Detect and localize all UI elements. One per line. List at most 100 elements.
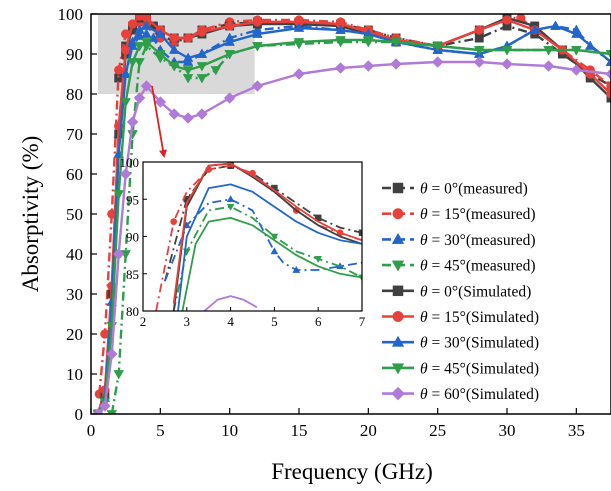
inset-series-group xyxy=(155,162,362,311)
legend-label-rest-7: = 45°(Simulated) xyxy=(428,360,539,377)
legend-marker-4 xyxy=(392,285,404,297)
series-point-6-13 xyxy=(252,28,263,38)
series-point-8-20 xyxy=(501,58,513,70)
inset-axis-ticks: 2 3 4 5 6 7 80 85 90 95 100 xyxy=(120,155,366,329)
legend-item-8: θ = 60°(Simulated) xyxy=(382,386,539,403)
legend-theta-0: θ xyxy=(420,181,428,198)
x-tick-label-0: 0 xyxy=(87,421,96,440)
series-point-6-24 xyxy=(605,56,611,66)
inset-point-0-9 xyxy=(358,229,362,237)
legend-theta-7: θ xyxy=(420,360,428,377)
legend-marker-3 xyxy=(391,260,405,272)
legend-marker-0 xyxy=(392,182,404,194)
series-point-8-16 xyxy=(362,60,375,72)
series-point-6-12 xyxy=(224,36,235,46)
inset-y-tick-label-1: 85 xyxy=(126,267,139,282)
series-point-8-5 xyxy=(126,116,139,128)
series-point-7-13 xyxy=(252,42,263,52)
inset-point-1-1 xyxy=(170,218,178,226)
series-point-8-8 xyxy=(154,96,167,108)
series-point-8-18 xyxy=(431,56,444,68)
series-point-8-0 xyxy=(92,408,104,414)
series-point-8-19 xyxy=(473,56,486,68)
series-point-5-4 xyxy=(121,45,131,55)
legend-marker-8 xyxy=(391,386,405,401)
series-point-8-21 xyxy=(542,60,555,72)
inset-x-tick-label-5: 7 xyxy=(359,314,366,329)
inset-point-2-3 xyxy=(226,195,235,203)
y-tick-label-9: 90 xyxy=(66,45,83,64)
y-tick-label-2: 20 xyxy=(66,325,83,344)
series-line-7 xyxy=(96,38,611,414)
legend-label-7: θ = 45°(Simulated) xyxy=(420,360,539,377)
legend-item-3: θ = 45°(measured) xyxy=(382,258,536,275)
legend-marker-6 xyxy=(391,335,405,347)
legend-item-6: θ = 30°(Simulated) xyxy=(382,335,539,352)
series-point-1-3 xyxy=(114,65,124,75)
highlight-arrow xyxy=(151,85,167,158)
series-point-7-6 xyxy=(134,42,145,52)
series-point-5-11 xyxy=(197,27,207,37)
series-line-3 xyxy=(110,40,611,414)
legend-marker-7 xyxy=(391,363,405,375)
series-point-0-17 xyxy=(474,33,484,43)
legend-item-4: θ = 0°(Simulated) xyxy=(382,283,531,300)
inset-point-2-7 xyxy=(292,265,301,273)
series-point-8-1 xyxy=(99,400,111,412)
legend-label-rest-6: = 30°(Simulated) xyxy=(428,335,539,352)
series-point-7-18 xyxy=(432,42,443,52)
series-point-3-0 xyxy=(106,410,118,414)
legend-label-rest-8: = 60°(Simulated) xyxy=(428,386,539,403)
series-point-1-25 xyxy=(606,81,611,91)
inset-series-line-5 xyxy=(172,162,362,304)
series-point-3-9 xyxy=(196,74,208,84)
series-7 xyxy=(92,36,611,414)
series-point-8-7 xyxy=(140,80,153,92)
inset-point-3-5 xyxy=(270,233,279,241)
series-point-6-11 xyxy=(196,48,208,58)
series-point-6-14 xyxy=(293,22,305,32)
legend-marker-2 xyxy=(391,232,405,244)
inset-series-line-4 xyxy=(172,162,362,311)
inset-y-tick-label-3: 95 xyxy=(126,192,139,207)
legend-theta-4: θ xyxy=(420,283,428,300)
y-tick-label-6: 60 xyxy=(66,165,83,184)
legend-item-0: θ = 0°(measured) xyxy=(382,181,528,198)
inset-x-tick-label-3: 5 xyxy=(271,314,278,329)
legend-label-4: θ = 0°(Simulated) xyxy=(420,283,531,300)
series-point-8-2 xyxy=(105,348,118,360)
y-tick-label-8: 80 xyxy=(66,85,83,104)
series-point-8-13 xyxy=(251,80,264,92)
series-point-6-15 xyxy=(335,24,346,34)
series-point-6-9 xyxy=(168,44,180,54)
legend: θ = 0°(measured)θ = 15°(measured)θ = 30°… xyxy=(382,181,539,403)
legend-theta-2: θ xyxy=(420,232,428,249)
y-axis-title: Absorptivity (%) xyxy=(18,136,43,293)
legend-label-rest-5: = 15°(Simulated) xyxy=(428,309,539,326)
legend-marker-1 xyxy=(392,208,404,220)
legend-theta-1: θ xyxy=(420,206,428,223)
series-point-7-10 xyxy=(182,66,194,76)
x-tick-label-6: 30 xyxy=(499,421,516,440)
series-point-7-23 xyxy=(605,50,611,60)
series-point-3-3 xyxy=(127,130,138,140)
legend-item-7: θ = 45°(Simulated) xyxy=(382,360,539,377)
series-point-7-11 xyxy=(196,62,208,72)
series-point-3-1 xyxy=(113,370,124,380)
series-point-8-9 xyxy=(168,108,181,120)
legend-label-5: θ = 15°(Simulated) xyxy=(420,309,539,326)
legend-label-rest-3: = 45°(measured) xyxy=(428,258,536,275)
series-point-5-5 xyxy=(127,19,138,29)
series-8 xyxy=(92,56,611,414)
series-point-7-5 xyxy=(127,58,138,68)
legend-item-2: θ = 30°(measured) xyxy=(382,232,536,249)
series-point-7-12 xyxy=(224,50,235,60)
legend-marker-5 xyxy=(392,311,404,322)
series-point-8-15 xyxy=(334,62,347,74)
inset-series-line-3 xyxy=(172,205,362,311)
inset-y-tick-label-0: 80 xyxy=(126,304,139,319)
series-point-8-14 xyxy=(293,68,305,80)
series-point-6-7 xyxy=(141,20,152,30)
